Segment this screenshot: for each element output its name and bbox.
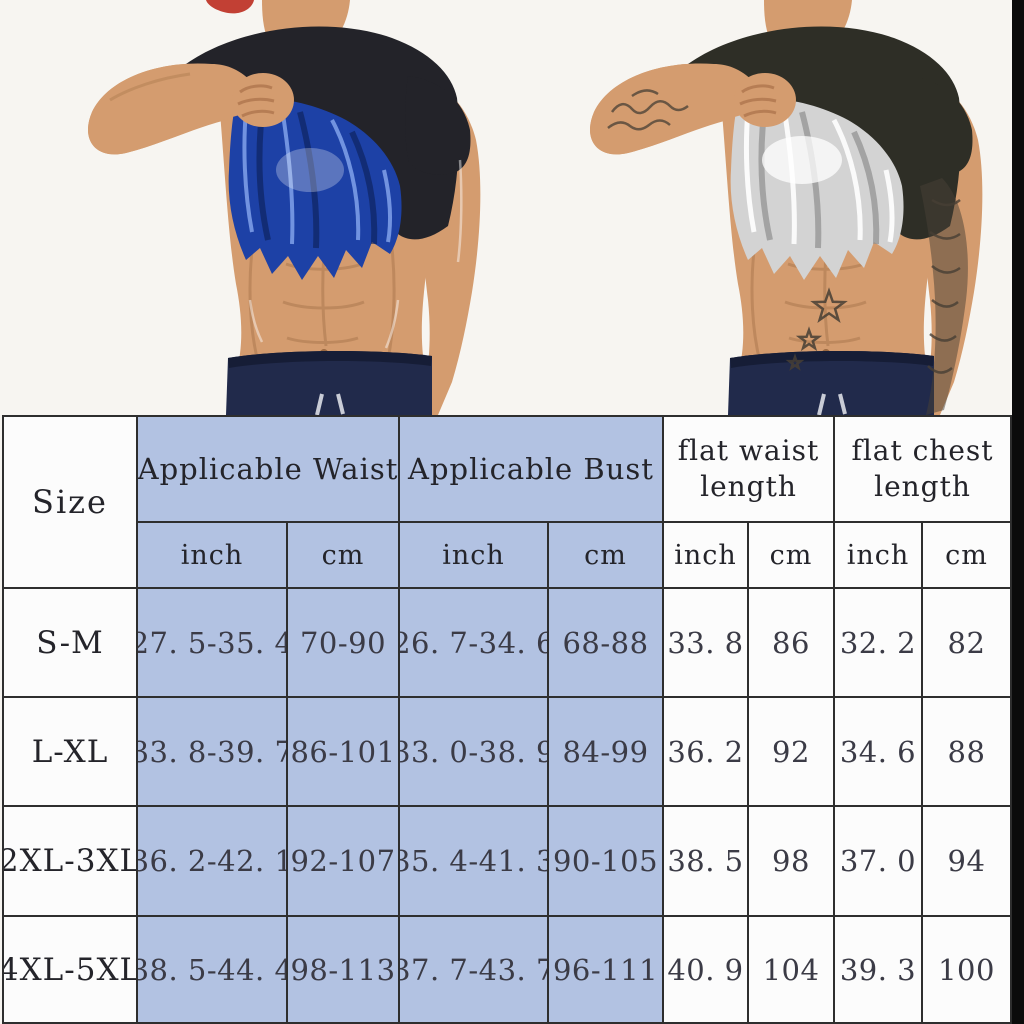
unit-header-flat-chest-inch: inch [835,523,921,587]
size-value-cell: 82 [923,589,1010,696]
size-value-cell: 96-111 [549,917,662,1022]
size-value-cell: 33. 0-38. 9 [400,698,547,805]
size-value-cell: 35. 4-41. 3 [400,807,547,915]
fist [734,73,796,127]
size-value-cell: 38. 5 [664,807,747,915]
fist [232,73,294,127]
unit-header-bust-cm: cm [549,523,662,587]
tshirt-sleeve [907,76,973,175]
raised-forearm [87,63,258,155]
size-value-cell: 86 [749,589,833,696]
size-value-cell: 33. 8-39. 7 [138,698,286,805]
product-photo-blue [0,0,512,415]
forearm-shading [109,72,191,102]
size-value-cell: 26. 7-34. 6 [400,589,547,696]
size-value-cell: 92 [749,698,833,805]
size-value-cell: 88 [923,698,1010,805]
size-value-cell: 90-105 [549,807,662,915]
size-row-label: 4XL-5XL [4,917,136,1022]
sweat-lining-blue [228,98,402,281]
size-value-cell: 104 [749,917,833,1022]
cap-icon [206,0,254,14]
sweat-sheen [248,159,463,349]
drawstring [817,393,847,415]
size-chart-table: Size Applicable Waist Applicable Bust fl… [2,415,1012,1024]
size-value-cell: 27. 5-35. 4 [138,589,286,696]
size-row-label: S-M [4,589,136,696]
right-edge-bar [1012,0,1024,1024]
drawstring [315,393,345,415]
size-value-cell: 98 [749,807,833,915]
flat-chest-length-header: flat chest length [835,417,1010,521]
shorts [728,350,934,415]
size-value-cell: 40. 9 [664,917,747,1022]
sweat-lining-silver [730,98,904,281]
size-value-cell: 98-113 [288,917,398,1022]
tshirt-sleeve [405,76,471,175]
shorts-waistband [228,350,432,368]
flat-waist-length-header: flat waist length [664,417,833,521]
size-value-cell: 100 [923,917,1010,1022]
size-value-cell: 32. 2 [835,589,921,696]
size-value-cell: 70-90 [288,589,398,696]
size-column-header: Size [4,417,136,587]
unit-header-waist-inch: inch [138,523,286,587]
size-value-cell: 92-107 [288,807,398,915]
size-value-cell: 68-88 [549,589,662,696]
sleeve-tattoo-detail [927,198,961,374]
applicable-bust-header: Applicable Bust [400,417,662,521]
unit-header-flat-chest-cm: cm [923,523,1010,587]
size-value-cell: 37. 7-43. 7 [400,917,547,1022]
size-value-cell: 36. 2-42. 1 [138,807,286,915]
shorts-waistband [730,350,934,368]
product-photo-silver [512,0,1024,415]
size-value-cell: 84-99 [549,698,662,805]
unit-header-waist-cm: cm [288,523,398,587]
abs-shading [248,247,396,363]
size-value-cell: 33. 8 [664,589,747,696]
size-value-cell: 38. 5-44. 4 [138,917,286,1022]
shorts [226,350,432,415]
size-value-cell: 37. 0 [835,807,921,915]
size-value-cell: 86-101 [288,698,398,805]
size-row-label: L-XL [4,698,136,805]
unit-header-bust-inch: inch [400,523,547,587]
size-value-cell: 34. 6 [835,698,921,805]
unit-header-flat-waist-inch: inch [664,523,747,587]
size-row-label: 2XL-3XL [4,807,136,915]
unit-header-flat-waist-cm: cm [749,523,833,587]
size-value-cell: 36. 2 [664,698,747,805]
size-value-cell: 39. 3 [835,917,921,1022]
star-tattoos [785,287,848,371]
applicable-waist-header: Applicable Waist [138,417,398,521]
forearm-script-tattoo [607,89,689,131]
size-value-cell: 94 [923,807,1010,915]
